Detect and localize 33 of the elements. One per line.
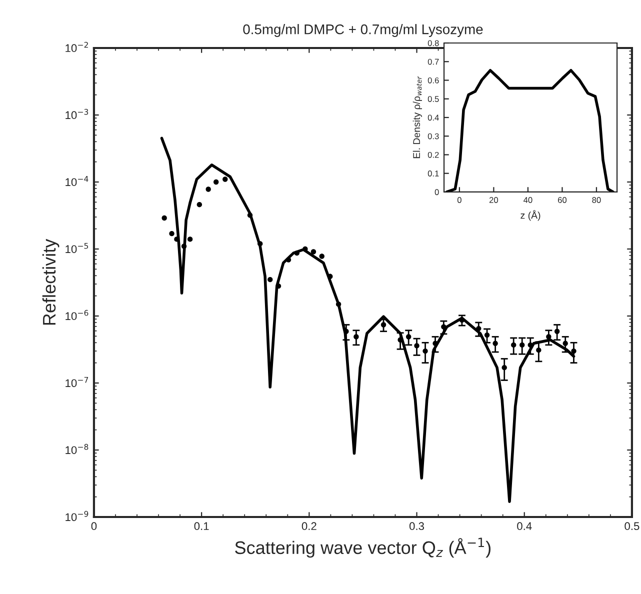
x-axis-title: z (Å)	[520, 210, 540, 221]
y-tick-label: 0.4	[428, 114, 439, 121]
y-tick-label: 0	[434, 189, 439, 196]
y-tick-label: 0.6	[428, 77, 439, 84]
chart-title: 0.5mg/ml DMPC + 0.7mg/ml Lysozyme	[243, 24, 483, 37]
x-tick-label: 0	[91, 522, 97, 530]
x-tick-label: 40	[524, 197, 532, 203]
y-tick-label: 10$^{−2}$	[66, 42, 88, 52]
y-tick-label: 10$^{−3}$	[66, 108, 88, 120]
y-tick-label: 0.1	[428, 170, 439, 176]
y-tick-label: 10$^{−4}$	[66, 176, 88, 186]
y-tick-label: 10$^{−8}$	[66, 444, 88, 454]
x-tick-label: 0.2	[302, 522, 316, 530]
x-tick-label: 80	[592, 197, 601, 203]
y-tick-label: 10$^{−9}$	[66, 510, 88, 522]
x-tick-label: 0.5	[624, 522, 640, 530]
y-axis-title: Reflectivity	[42, 238, 60, 325]
y-tick-label: 0.2	[428, 152, 439, 158]
x-tick-label: 0.4	[517, 522, 532, 530]
y-tick-label: 0.3	[428, 133, 439, 140]
y-axis-title: El. Density ρ/ρ$_{water}$	[412, 76, 422, 158]
x-axis-title: Scattering wave vector Q$_{z}$ (Å$^{−1}$)	[235, 538, 490, 558]
x-tick-label: 20	[489, 197, 498, 203]
y-tick-label: 10$^{−6}$	[66, 310, 88, 320]
x-tick-label: 0.3	[409, 522, 424, 530]
x-tick-label: 0	[457, 197, 462, 203]
y-tick-label: 10$^{−7}$	[66, 377, 88, 388]
x-tick-label: 0.1	[194, 522, 209, 530]
y-tick-label: 0.8	[428, 40, 439, 46]
y-tick-label: 0.5	[428, 96, 439, 102]
y-tick-label: 10$^{−5}$	[66, 243, 88, 254]
y-tick-label: 0.7	[428, 58, 439, 65]
x-tick-label: 60	[558, 197, 567, 203]
